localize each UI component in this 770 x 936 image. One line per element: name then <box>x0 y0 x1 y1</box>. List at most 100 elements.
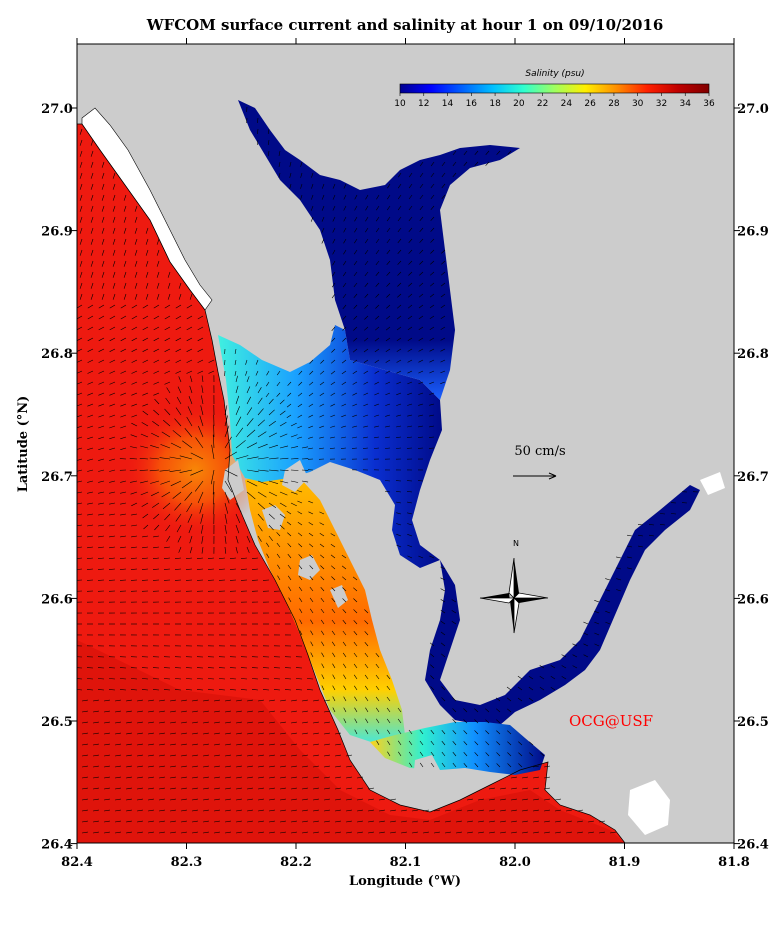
current-vector <box>213 710 220 713</box>
current-vector <box>257 387 262 394</box>
current-vector <box>396 501 402 504</box>
island <box>262 505 285 530</box>
current-vector <box>189 546 193 554</box>
current-vector <box>92 820 99 823</box>
current-vector <box>565 820 572 823</box>
current-vector <box>342 652 347 658</box>
current-vector <box>235 787 242 790</box>
current-vector <box>496 150 501 155</box>
current-vector <box>87 337 94 342</box>
current-vector <box>90 293 94 300</box>
current-vector <box>125 798 132 801</box>
current-vector <box>474 763 479 768</box>
current-vector <box>352 576 358 581</box>
current-vector <box>452 150 457 156</box>
current-vector <box>429 403 435 406</box>
current-vector <box>164 359 171 363</box>
current-vector <box>463 741 468 746</box>
current-vector <box>142 326 149 331</box>
current-vector <box>397 260 402 265</box>
current-vector <box>312 754 319 757</box>
current-vector <box>112 293 116 300</box>
current-vector <box>319 511 325 515</box>
current-vector <box>92 831 99 834</box>
current-vector <box>166 387 171 394</box>
current-vector <box>109 480 116 483</box>
current-vector <box>151 432 160 438</box>
current-vector <box>279 820 286 823</box>
current-vector <box>246 535 251 543</box>
current-vector <box>90 282 94 289</box>
current-vector <box>77 326 83 331</box>
current-vector <box>98 403 105 407</box>
current-vector <box>279 410 286 416</box>
current-vector <box>79 260 83 267</box>
current-vector <box>430 664 435 669</box>
current-vector <box>179 469 193 473</box>
current-vector <box>87 436 94 440</box>
current-vector <box>268 710 275 713</box>
current-vector <box>290 776 297 779</box>
current-vector <box>352 348 358 353</box>
current-vector <box>213 721 220 724</box>
offshore-dark-water <box>77 640 625 843</box>
current-vector <box>224 535 227 544</box>
current-vector <box>145 282 149 289</box>
current-vector <box>267 139 270 145</box>
current-vector <box>284 689 292 691</box>
current-vector <box>488 820 495 823</box>
current-vector <box>134 282 138 289</box>
current-vector <box>353 663 358 669</box>
current-vector <box>175 326 182 331</box>
current-vector <box>169 754 176 757</box>
current-vector <box>400 820 407 823</box>
current-vector <box>353 282 358 288</box>
current-vector <box>418 370 424 374</box>
current-vector <box>301 820 308 823</box>
current-vector <box>572 643 578 647</box>
current-vector <box>246 469 259 473</box>
current-vector <box>440 642 446 647</box>
current-vector <box>659 524 666 526</box>
current-vector <box>156 293 160 300</box>
current-vector <box>539 665 545 669</box>
current-vector <box>224 787 231 790</box>
current-vector <box>213 831 220 834</box>
current-vector <box>114 721 121 724</box>
current-vector <box>79 172 83 179</box>
current-vector <box>309 554 314 559</box>
current-vector <box>353 326 358 331</box>
current-vector <box>130 689 138 691</box>
current-vector <box>367 809 374 812</box>
current-vector <box>408 249 413 254</box>
current-vector <box>109 414 116 418</box>
current-vector <box>257 117 259 124</box>
current-vector <box>87 392 94 396</box>
current-vector <box>408 194 413 200</box>
current-vector <box>521 809 528 812</box>
current-vector <box>103 809 110 812</box>
current-vector <box>353 631 358 636</box>
current-vector <box>123 260 127 267</box>
current-vector <box>308 447 314 450</box>
current-vector <box>441 751 446 757</box>
current-vector <box>201 524 204 534</box>
x-tick-label: 82.3 <box>171 855 203 870</box>
current-vector <box>246 407 253 416</box>
current-vector <box>246 418 254 427</box>
current-vector <box>147 787 154 790</box>
current-vector <box>384 480 391 482</box>
current-vector <box>101 282 105 289</box>
current-vector <box>419 183 424 189</box>
current-vector <box>477 809 484 812</box>
current-vector <box>156 282 160 289</box>
current-vector <box>385 337 391 342</box>
current-vector <box>353 609 358 614</box>
current-vector <box>440 282 446 287</box>
current-vector <box>109 458 116 461</box>
current-vector <box>125 820 132 823</box>
current-vector <box>386 674 391 680</box>
current-vector <box>207 557 215 559</box>
current-vector <box>561 665 567 669</box>
current-vector <box>208 359 215 363</box>
